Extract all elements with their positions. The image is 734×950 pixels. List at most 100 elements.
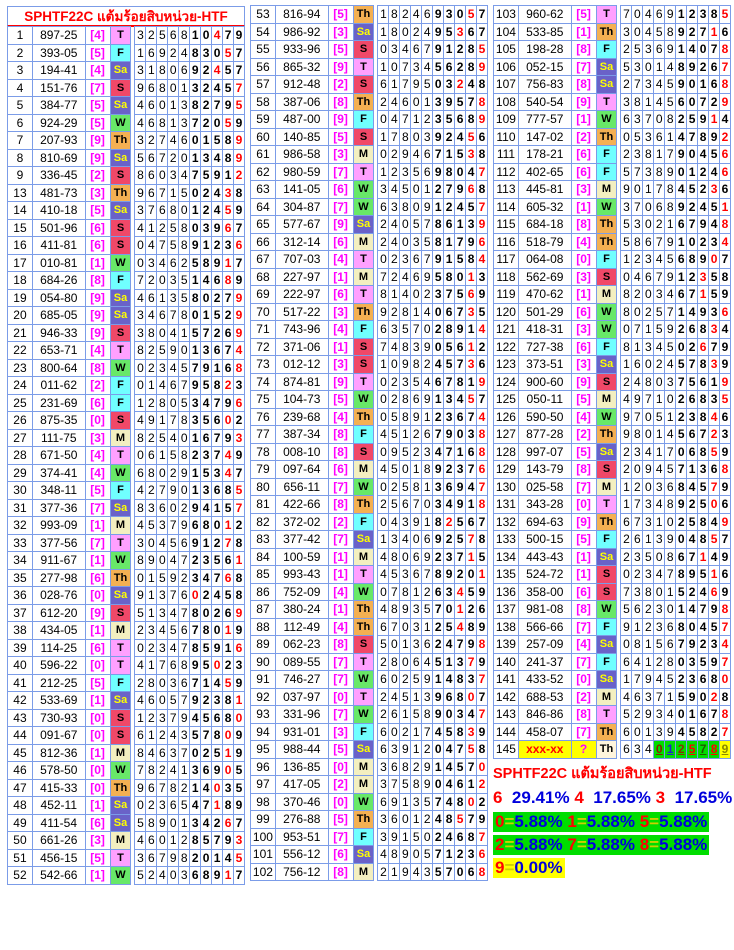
table-row: 138 566-66 [7] F 9 1 2 3 6 8 0 4 5 7 [493,617,731,636]
summary-stat-percent: 5.88% [514,834,563,854]
day-cell: Sa [109,586,132,605]
row-index: 26 [7,411,33,430]
table-row: 80 656-11 [7] W 0 2 5 8 1 3 6 9 4 7 [250,477,488,496]
row-index: 14 [7,201,33,220]
table-row: 7 207-93 [9] Th 3 2 7 4 6 0 1 5 8 9 [7,131,245,150]
day-cell: S [109,323,132,342]
table-row: 61 986-58 [3] M 0 2 9 4 6 7 1 5 3 8 [250,145,488,164]
table-row: 55 933-96 [5] S 0 3 4 6 7 9 1 2 8 5 [250,40,488,59]
draw-number: 091-67 [31,726,86,745]
digit-cell: 5 [233,96,245,115]
draw-number: 377-36 [31,498,86,517]
day-cell: W [352,180,375,199]
bracket-digit: [5] [84,848,111,867]
draw-number: 812-36 [31,743,86,762]
bracket-digit: [2] [84,166,111,185]
bracket-digit: [1] [570,110,597,129]
digit-cell: 8 [233,358,245,377]
row-index: 55 [250,40,276,59]
row-index: 127 [493,425,519,444]
digit-cell: 7 [233,866,245,885]
row-index: 134 [493,547,519,566]
day-cell: T [352,162,375,181]
bracket-digit: [1] [327,337,354,356]
bracket-digit: [1] [327,565,354,584]
day-cell: M [352,267,375,286]
table-row: 40 596-22 [0] T 4 1 7 6 8 9 5 0 2 3 [7,656,245,675]
row-index: 68 [250,267,276,286]
bracket-digit: [9] [84,306,111,325]
day-cell: Th [109,778,132,797]
row-index: 135 [493,565,519,584]
row-index: 72 [250,337,276,356]
draw-number: 411-54 [31,813,86,832]
draw-number: 578-50 [31,761,86,780]
digit-cell: 9 [476,57,488,76]
table-row: 71 743-96 [4] F 6 3 5 7 0 2 8 9 1 4 [250,320,488,339]
draw-number: 746-27 [274,670,329,689]
table-row: 105 198-28 [8] F 2 5 3 6 9 1 4 0 7 8 [493,40,731,59]
digit-cell: 9 [233,148,245,167]
day-cell: S [595,460,618,479]
day-cell: S [352,355,375,374]
row-index: 74 [250,372,276,391]
draw-number: 540-54 [517,92,572,111]
day-cell: T [595,92,618,111]
row-index: 18 [7,271,33,290]
bracket-digit: [1] [327,600,354,619]
row-index: 25 [7,393,33,412]
day-cell: Sa [109,201,132,220]
bracket-digit: [5] [327,5,354,24]
table-row: 20 685-05 [9] Sa 3 4 6 7 8 0 1 5 2 9 [7,306,245,325]
bracket-digit: [3] [84,831,111,850]
day-cell: Sa [109,96,132,115]
day-cell: S [352,337,375,356]
digit-cell: 9 [233,603,245,622]
digit-cell: 7 [233,78,245,97]
row-index: 51 [7,848,33,867]
table-row: 9 336-45 [2] S 8 6 0 3 4 7 5 9 1 2 [7,166,245,185]
day-cell: F [595,40,618,59]
day-cell: Th [109,131,132,150]
day-cell: Th [352,5,375,24]
day-cell: Sa [109,61,132,80]
day-cell: F [352,110,375,129]
draw-number: 988-44 [274,740,329,759]
table-row: 139 257-09 [4] Sa 0 8 1 5 6 7 9 2 3 4 [493,635,731,654]
digit-cell: 8 [719,215,731,234]
row-index: 107 [493,75,519,94]
bracket-digit: [3] [327,302,354,321]
day-cell: W [352,582,375,601]
day-cell: M [595,687,618,706]
row-index: 115 [493,215,519,234]
day-cell: Th [595,512,618,531]
row-index: 121 [493,320,519,339]
row-index: 97 [250,775,276,794]
bracket-digit: [8] [570,40,597,59]
row-index: 79 [250,460,276,479]
summary-stat-percent: 5.88% [659,811,708,831]
digit-cell: 9 [719,355,731,374]
draw-number: 141-05 [274,180,329,199]
bracket-digit: [3] [84,183,111,202]
row-index: 113 [493,180,519,199]
summary-stat-digit: 5 [639,811,650,831]
bracket-digit: [6] [327,180,354,199]
day-cell: Th [352,810,375,829]
table-row: 75 104-73 [5] W 0 2 8 6 9 1 3 4 5 7 [250,390,488,409]
bracket-digit: [2] [570,687,597,706]
draw-number: 993-09 [31,516,86,535]
bracket-digit: [2] [327,775,354,794]
day-cell: W [595,197,618,216]
bracket-digit: [0] [327,792,354,811]
bracket-digit: [9] [327,57,354,76]
summary-equals: = [504,834,515,854]
bracket-digit: [5] [84,481,111,500]
digit-cell: 7 [233,813,245,832]
digit-cell: 8 [719,75,731,94]
bracket-digit: [0] [327,757,354,776]
row-index: 32 [7,516,33,535]
day-cell: W [595,110,618,129]
row-index: 2 [7,43,33,62]
bracket-digit: [7] [570,722,597,741]
